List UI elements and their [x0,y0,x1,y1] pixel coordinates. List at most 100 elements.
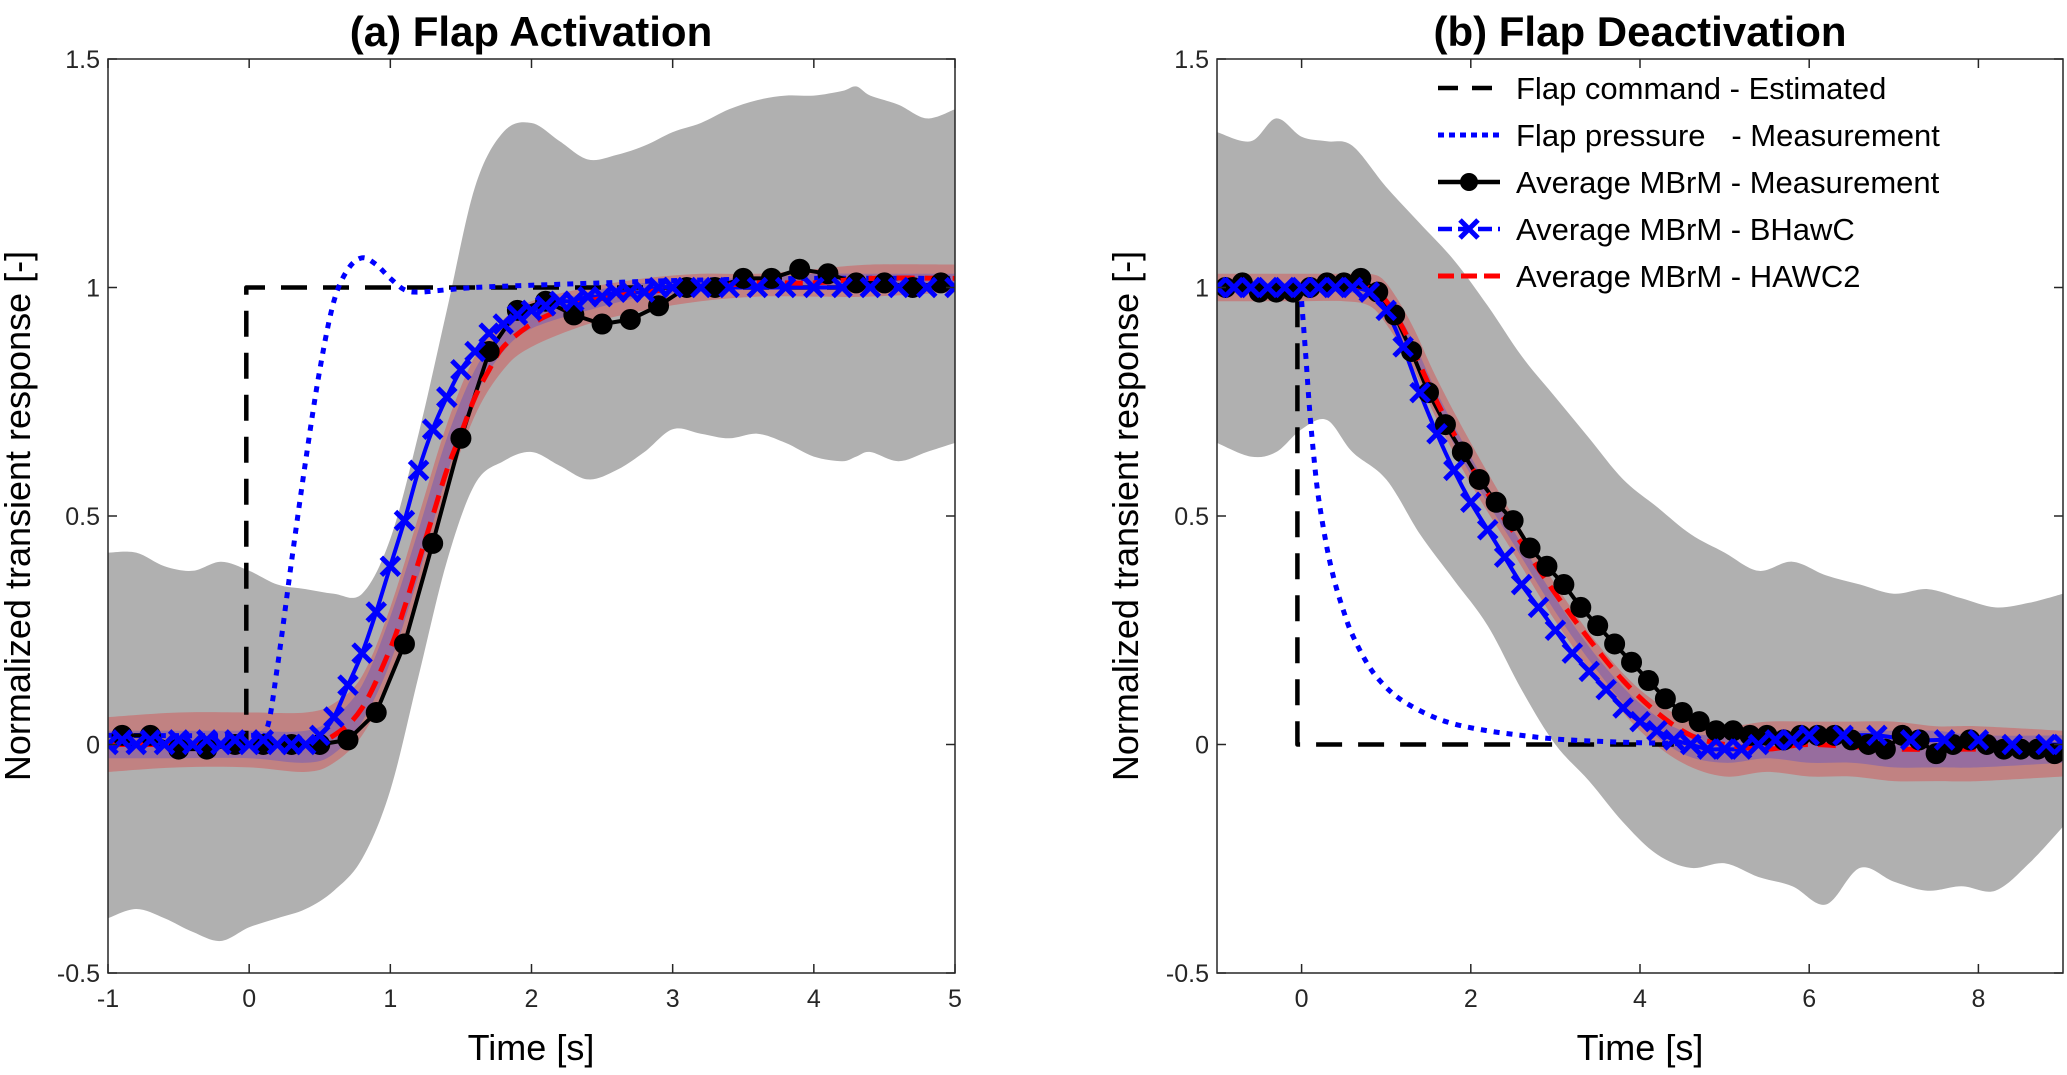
data-point-bhawc [1409,381,1431,404]
band-measurement-scatter-envelope [108,86,955,942]
data-point-bhawc [139,729,162,751]
data-point-measurement [732,267,754,289]
data-point-measurement [1874,738,1896,760]
x-tick-label: 2 [1464,985,1478,1013]
data-point-bhawc [506,304,529,326]
x-tick-label: 2 [525,985,539,1013]
data-point-measurement [535,290,557,312]
chart-title: (a) Flap Activation [350,8,712,55]
data-point-bhawc [421,418,444,440]
data-point-bhawc [407,459,430,482]
data-point-measurement [252,734,274,755]
data-point-measurement [1468,468,1490,490]
data-point-bhawc [1358,281,1381,303]
data-point-measurement [704,277,726,298]
data-point-measurement [1519,537,1541,559]
data-point-bhawc [210,733,232,756]
data-point-bhawc [167,729,190,751]
legend-label: Average MBrM - BHawC [1516,212,1855,247]
x-tick-label: 0 [1295,985,1309,1013]
legend-item-flap-command: Flap command - Estimated [1438,71,1886,106]
x-tick-label: 8 [1971,985,1985,1013]
data-point-measurement [365,702,387,724]
y-tick-label: 0 [1195,732,1209,760]
data-point-bhawc [492,313,515,335]
data-point-measurement [1451,441,1473,463]
data-point-measurement [676,277,698,298]
data-point-bhawc [774,276,797,299]
y-axis-label: Normalized transient response [-] [0,251,38,781]
data-point-bhawc [1730,738,1753,760]
data-point-bhawc [1967,729,1990,751]
data-point-bhawc [1273,276,1296,299]
y-tick-label: 1 [1195,275,1209,303]
data-point-bhawc [1612,697,1634,719]
data-point-bhawc [1493,546,1516,568]
x-tick-label: 4 [807,985,821,1013]
legend: Flap command - Estimated Flap pressure -… [1438,71,1940,294]
data-point-bhawc [1527,596,1550,619]
data-point-bhawc [365,601,387,623]
data-point-bhawc [803,276,825,299]
data-point-bhawc [944,276,955,299]
data-point-bhawc [1713,738,1736,760]
data-point-bhawc [563,290,585,312]
data-point-bhawc [1747,733,1770,756]
chart-title: (b) Flap Deactivation [1433,8,1846,55]
data-point-measurement [111,724,133,746]
data-point-bhawc [1290,276,1313,299]
data-point-measurement [789,258,811,280]
data-point-measurement [591,313,613,335]
data-point-bhawc [746,276,769,299]
data-point-bhawc [1392,336,1414,358]
band-hawc2-scatter-band [108,264,955,772]
data-point-measurement [1587,615,1609,637]
data-point-bhawc [915,276,938,299]
data-point-bhawc [1798,724,1820,747]
x-marker-icon [1458,218,1480,240]
data-point-bhawc [2052,733,2063,756]
data-point-bhawc [393,509,416,532]
data-point-bhawc [153,733,176,756]
x-tick-label: -1 [97,985,119,1013]
data-point-bhawc [1544,619,1567,642]
data-point-bhawc [1307,276,1330,299]
x-tick-label: 6 [1802,985,1816,1013]
legend-label: Flap pressure - Measurement [1516,118,1940,153]
data-point-measurement [1604,633,1626,655]
data-point-measurement [478,340,500,362]
data-point-measurement [450,427,472,449]
x-tick-label: 1 [383,985,397,1013]
data-point-bhawc [108,733,119,756]
dot-marker-icon [1460,173,1478,191]
data-point-bhawc [1679,733,1702,756]
panel-flap-activation: -1 0 1 2 3 4 5 -0.5 0 0.5 1 1.5 (a) Flap Activation… [0,8,962,1068]
data-point-measurement [619,308,641,330]
legend-item-flap-pressure: Flap pressure - Measurement [1438,118,1940,153]
data-point-measurement [760,267,782,289]
data-point-bhawc [181,733,204,756]
y-tick-label: -0.5 [57,960,100,988]
data-point-bhawc [1426,422,1448,445]
legend-label: Average MBrM - Measurement [1516,165,1940,200]
data-point-measurement [1688,711,1710,733]
data-point-measurement [1570,596,1592,618]
x-tick-label: 3 [666,985,680,1013]
data-point-bhawc [534,295,557,317]
data-point-bhawc [1832,724,1854,747]
y-axis-label: Normalized transient response [-] [1105,251,1146,781]
data-point-measurement [224,734,246,755]
data-point-bhawc [1510,573,1533,596]
x-axis-label: Time [s] [1577,1027,1704,1068]
y-tick-label: 0 [86,732,100,760]
data-point-bhawc [1646,720,1668,742]
data-point-measurement [1485,491,1507,513]
data-point-bhawc [887,276,910,299]
data-point-bhawc [1375,299,1397,322]
x-tick-label: 4 [1633,985,1647,1013]
data-point-measurement [902,277,924,298]
x-axis-label: Time [s] [468,1027,595,1068]
data-point-bhawc [718,276,740,299]
x-tick-label: 5 [948,985,962,1013]
